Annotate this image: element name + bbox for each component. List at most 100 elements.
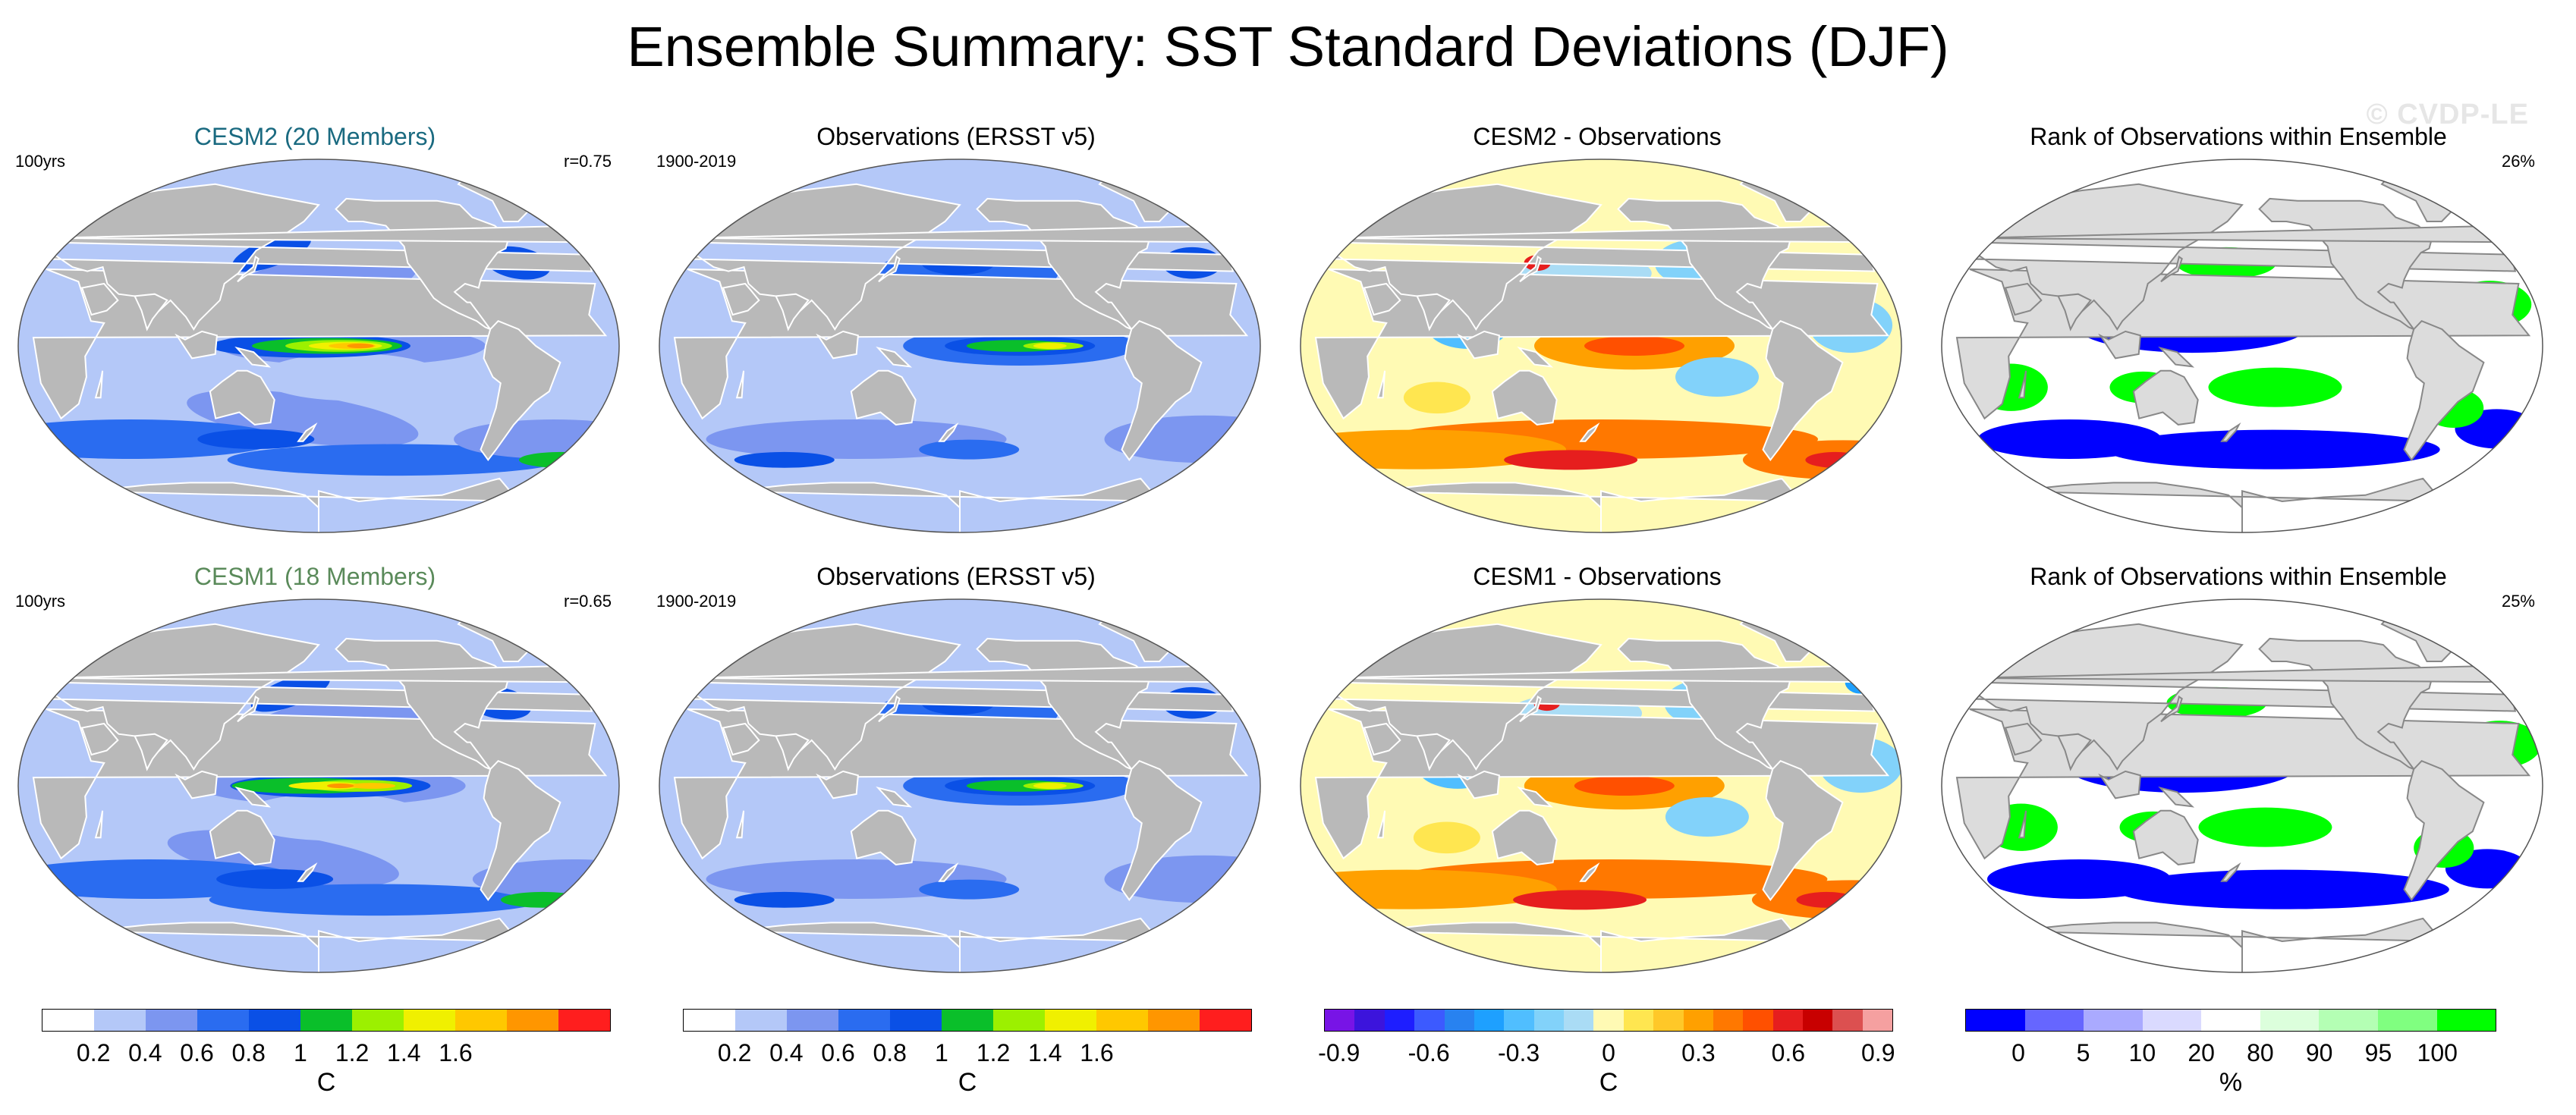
land-mass xyxy=(1457,330,1500,360)
colorbar-swatch xyxy=(1325,1010,1355,1031)
colorbar-swatch xyxy=(1384,1010,1415,1031)
field-contour xyxy=(1675,357,1760,397)
land-mass xyxy=(1579,422,1600,442)
colorbar-swatch xyxy=(507,1010,558,1031)
colorbar-swatch xyxy=(890,1010,942,1031)
colorbar-swatch xyxy=(993,1010,1045,1031)
land-mass xyxy=(38,183,593,331)
land-mass xyxy=(816,330,859,360)
map-border xyxy=(659,159,1261,533)
colorbar-tick-label: 0.6 xyxy=(180,1039,214,1066)
colorbar-swatch xyxy=(1653,1010,1684,1031)
land-mass xyxy=(234,786,272,808)
land-mass xyxy=(1491,809,1558,865)
land-mass xyxy=(237,695,259,723)
field-contour xyxy=(1513,890,1647,910)
panel-title: CESM2 (20 Members) xyxy=(193,123,436,150)
colorbar-tick-label: 0.6 xyxy=(1771,1039,1806,1066)
colorbar-swatch xyxy=(2084,1010,2143,1031)
land-mass xyxy=(480,320,561,461)
field-contour xyxy=(1403,382,1470,414)
colorbar-swatch xyxy=(838,1010,890,1031)
colorbar-swatch xyxy=(1354,1010,1385,1031)
colorbar-tick-label: 0.4 xyxy=(769,1039,804,1066)
colorbar-swatches xyxy=(42,1009,611,1032)
std-colorbar-2: 0.2 0.4 0.6 0.8 1 1.2 1.4 1.6 C xyxy=(683,1009,1252,1115)
colorbar-swatch xyxy=(1414,1010,1445,1031)
colorbar-tick-label: -0.6 xyxy=(1408,1039,1450,1066)
world-map-diff xyxy=(1300,598,1902,973)
panel-right-label: r=0.75 xyxy=(564,152,612,171)
colorbar-swatch xyxy=(404,1010,455,1031)
land-mass xyxy=(1320,623,1876,771)
field-contour xyxy=(348,783,396,789)
field-contour xyxy=(197,429,315,449)
map-border xyxy=(17,159,620,533)
field-contour xyxy=(472,859,619,899)
colorbar-swatch xyxy=(1096,1010,1148,1031)
colorbar-tick-label: 5 xyxy=(2076,1039,2090,1066)
panel-right-label: 26% xyxy=(2501,152,2535,171)
land-mass xyxy=(1519,255,1542,283)
colorbar-swatch xyxy=(1966,1010,2025,1031)
colorbar-tick-label: 1.4 xyxy=(1028,1039,1062,1066)
colorbar-tick-label: 1.6 xyxy=(439,1039,473,1066)
colorbar-unit: C xyxy=(958,1068,977,1097)
world-map-rank xyxy=(1941,598,2543,973)
field-contour xyxy=(518,451,602,468)
land-mass xyxy=(297,422,318,442)
land-mass xyxy=(2004,722,2043,756)
field-contour xyxy=(1665,797,1749,837)
field-contour xyxy=(501,891,585,908)
panel-title: CESM2 - Observations xyxy=(1473,123,1722,150)
colorbar-swatch xyxy=(94,1010,146,1031)
map-panel-3: CESM2 - Observations xyxy=(1282,121,1912,546)
land-mass xyxy=(1491,369,1558,426)
map-panel-1: CESM2 (20 Members) 100yrs r=0.75 xyxy=(0,121,630,546)
colorbar-swatch xyxy=(1862,1010,1893,1031)
field-contour xyxy=(1584,336,1684,356)
land-mass xyxy=(38,623,593,771)
land-mass xyxy=(876,786,913,808)
colorbar-tick-label: 0.9 xyxy=(1861,1039,1895,1066)
field-contour xyxy=(209,884,543,916)
land-mass xyxy=(134,293,168,331)
colorbar-swatch xyxy=(1683,1010,1713,1031)
panel-title: CESM1 - Observations xyxy=(1473,563,1722,590)
colorbar-tick-label: 95 xyxy=(2364,1039,2392,1066)
land-mass xyxy=(775,733,810,771)
land-mass xyxy=(816,770,859,799)
land-mass xyxy=(2160,695,2183,723)
map-border xyxy=(1300,159,1902,533)
field-contour xyxy=(227,444,561,476)
land-mass xyxy=(1363,722,1401,756)
field-contour xyxy=(1977,419,2162,459)
land-mass xyxy=(2098,330,2141,360)
colorbar-tick-label: 0.6 xyxy=(821,1039,855,1066)
land-mass xyxy=(297,862,318,882)
colorbar-swatch xyxy=(787,1010,838,1031)
colorbar-swatch xyxy=(1564,1010,1594,1031)
colorbar-tick-label: 0 xyxy=(2011,1039,2025,1066)
land-mass xyxy=(1457,770,1500,799)
colorbar-swatch xyxy=(249,1010,300,1031)
land-mass xyxy=(1517,786,1554,808)
colorbar-tick-label: 1 xyxy=(935,1039,948,1066)
land-mass xyxy=(2098,770,2141,799)
land-mass xyxy=(1762,320,1844,461)
map-panel-7: CESM1 - Observations xyxy=(1282,561,1912,986)
land-mass xyxy=(1961,183,2517,331)
land-mass xyxy=(2220,862,2241,882)
land-mass xyxy=(775,293,810,331)
figure-title: Ensemble Summary: SST Standard Deviation… xyxy=(627,15,1949,78)
colorbar-swatch xyxy=(2142,1010,2202,1031)
colorbar-tick-label: 90 xyxy=(2305,1039,2333,1066)
colorbar-swatch xyxy=(300,1010,352,1031)
world-map-std xyxy=(17,598,620,973)
colorbar-tick-label: 0 xyxy=(1602,1039,1615,1066)
field-contour xyxy=(2106,429,2440,470)
field-contour xyxy=(734,451,835,468)
colorbar-tick-label: 1 xyxy=(294,1039,307,1066)
colorbar-swatch xyxy=(1772,1010,1803,1031)
panel-title: Observations (ERSST v5) xyxy=(816,123,1096,150)
